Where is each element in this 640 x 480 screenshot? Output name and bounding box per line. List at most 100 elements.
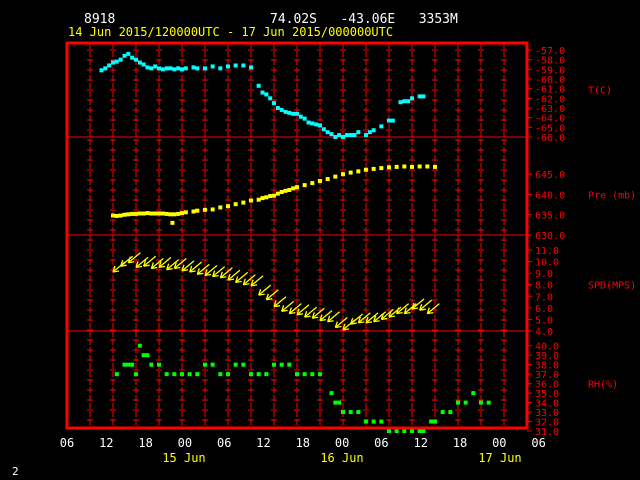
y-axis-labels: -57.0-58.0-59.0-60.0-61.0-62.0-63.0-64.0… <box>527 46 636 438</box>
wind-arrow-head <box>189 270 196 273</box>
wind-arrow-head <box>174 266 181 270</box>
wind-arrow-head <box>235 276 239 283</box>
humidity-point <box>394 429 399 433</box>
y-tick-label: 38.0 <box>535 361 559 372</box>
temperature-point <box>118 57 123 62</box>
wind-arrow-shaft <box>150 258 164 270</box>
humidity-point <box>134 372 138 377</box>
pressure-point <box>341 172 345 177</box>
x-tick-label: 00 <box>335 436 349 450</box>
temperature-point <box>402 99 407 104</box>
pressure-point <box>364 167 368 172</box>
time-period: 14 Jun 2015/120000UTC - 17 Jun 2015/0000… <box>68 25 393 39</box>
humidity-point <box>226 372 230 377</box>
wind-arrow <box>411 298 425 310</box>
pressure-point <box>130 211 135 216</box>
pressure-point <box>283 188 288 193</box>
wind-arrow-head <box>273 305 281 308</box>
wind-arrow-shaft <box>419 299 433 311</box>
temperature-point <box>149 66 154 71</box>
wind-arrow <box>319 310 333 322</box>
y-tick-label: 7.0 <box>535 292 553 303</box>
pressure-point <box>157 211 161 216</box>
pressure-point <box>387 165 391 170</box>
wind-arrow-shaft <box>120 255 134 267</box>
temperature-point <box>172 67 177 72</box>
y-tick-label: -60.0 <box>535 75 565 86</box>
x-axis-labels: 06 12 18 00 06 12 18 00 06 12 18 00 06 15 Jun 16 Jun 17… <box>60 436 546 465</box>
pressure-point <box>318 179 322 184</box>
wind-arrow-head <box>350 317 354 325</box>
temperature-point <box>283 109 288 114</box>
pressure-point <box>149 211 154 216</box>
humidity-point <box>249 372 253 377</box>
x-tick-label: 12 <box>256 436 270 450</box>
temperature-point <box>298 114 303 119</box>
wind-arrow-head <box>319 314 323 321</box>
x-tick-label: 12 <box>99 436 113 450</box>
temperature-point <box>256 83 261 88</box>
y-tick-label: 635.0 <box>535 211 565 222</box>
temperature-point <box>191 65 196 70</box>
humidity-point <box>387 429 391 433</box>
temperature-point <box>126 51 131 56</box>
wind-arrow-head <box>204 269 208 276</box>
pressure-point <box>287 188 292 192</box>
pressure-point <box>137 211 142 216</box>
temperature-point <box>306 120 311 125</box>
x-tick-label: 06 <box>374 436 388 450</box>
wind-arrow-shaft <box>196 263 210 275</box>
pressure-point <box>141 211 146 216</box>
wind-arrow-head <box>227 273 231 281</box>
y-tick-label: 35.0 <box>535 389 559 400</box>
wind-arrow-head <box>403 307 407 314</box>
temperature-point <box>275 106 280 110</box>
pressure-point <box>291 186 296 191</box>
wind-arrow <box>327 311 341 323</box>
temperature-point <box>260 90 265 95</box>
wind-arrow-shaft <box>166 259 180 271</box>
pressure-point <box>260 196 265 201</box>
panel-label-temperature: T(C) <box>588 86 612 97</box>
wind-arrow-head <box>342 328 350 331</box>
temperature-point <box>168 66 173 71</box>
humidity-point <box>187 372 192 377</box>
humidity-point <box>379 419 384 424</box>
pressure-point <box>348 170 353 175</box>
wind-arrow-head <box>288 307 292 314</box>
temperature-point <box>410 96 414 101</box>
humidity-point <box>371 419 376 424</box>
wind-arrow <box>365 312 379 324</box>
y-tick-label: 32.0 <box>535 418 559 429</box>
pressure-point <box>268 194 273 199</box>
temperature-point <box>417 94 422 99</box>
temperature-point <box>183 66 188 71</box>
wind-arrow-shaft <box>250 275 264 287</box>
temperature-point <box>164 66 169 71</box>
wind-arrow-head <box>135 265 143 268</box>
pressure-point <box>180 211 184 216</box>
y-tick-label: -61.0 <box>535 85 565 96</box>
x-tick-label: 18 <box>453 436 467 450</box>
pressure-point <box>164 211 169 216</box>
pressure-point <box>249 198 253 203</box>
temperature-point <box>314 122 319 127</box>
pressure-point <box>160 211 165 216</box>
wind-arrow-shaft <box>388 306 402 318</box>
temperature-point <box>387 118 391 123</box>
wind-arrow-head <box>135 261 139 268</box>
wind-arrow <box>189 261 203 273</box>
pressure-point <box>114 213 119 218</box>
humidity-point <box>310 372 315 377</box>
temperature-point <box>302 116 307 121</box>
wind-arrow-shaft <box>235 271 249 283</box>
pressure-point <box>264 195 269 200</box>
pressure-point <box>170 220 175 225</box>
station-location: 74.02S -43.06E 3353M <box>270 12 458 27</box>
wind-arrow <box>380 308 394 321</box>
y-tick-label: 630.0 <box>535 231 565 242</box>
pressure-point <box>410 164 414 169</box>
temperature-point <box>398 100 403 105</box>
temperature-point <box>137 60 142 65</box>
